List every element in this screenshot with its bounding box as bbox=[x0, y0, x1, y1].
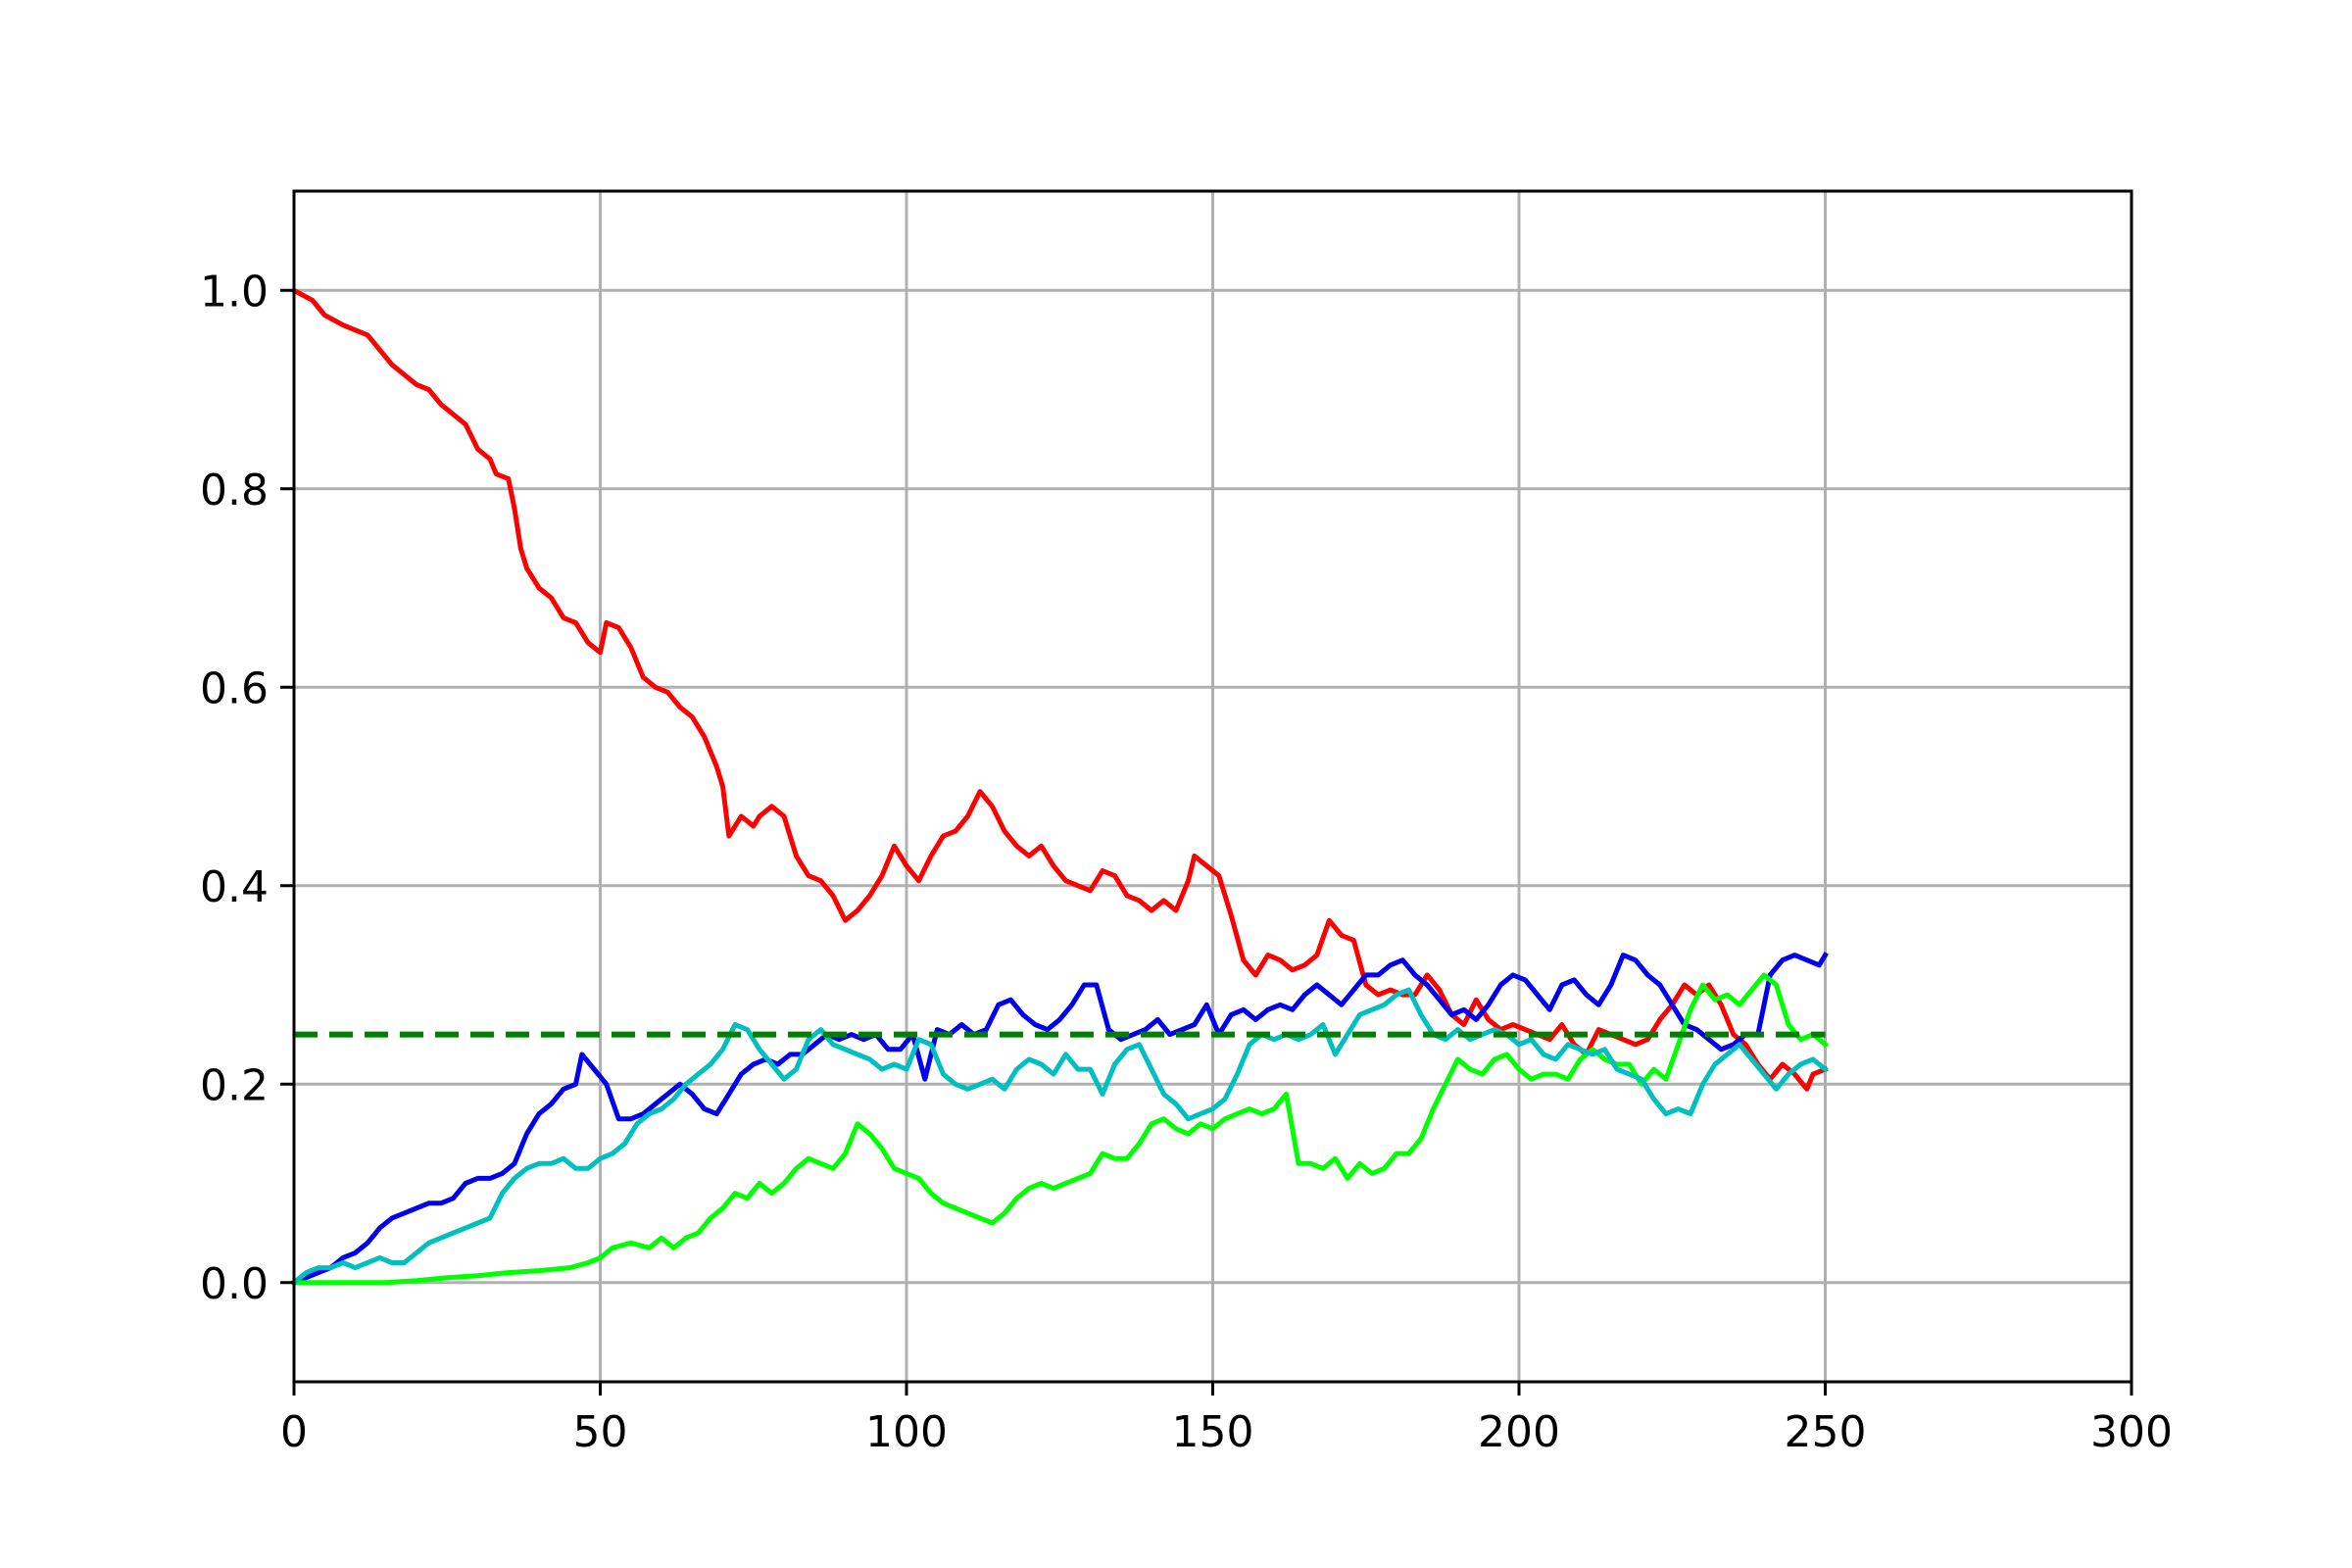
series-line-2 bbox=[291, 972, 1830, 1286]
series-group bbox=[290, 286, 1830, 1287]
x-tick-label: 300 bbox=[2090, 1407, 2173, 1457]
y-tick-label: 0.0 bbox=[200, 1259, 269, 1309]
grid bbox=[292, 191, 2133, 1382]
y-tick-label: 0.8 bbox=[200, 466, 269, 515]
y-tick-label: 0.4 bbox=[200, 862, 269, 912]
x-tick-label: 250 bbox=[1785, 1407, 1867, 1457]
y-axis: 0.0 0.2 0.4 0.6 0.8 1.0 bbox=[200, 267, 294, 1309]
y-tick-label: 1.0 bbox=[200, 267, 269, 317]
x-tick-label: 100 bbox=[865, 1407, 948, 1457]
x-tick-label: 200 bbox=[1478, 1407, 1560, 1457]
y-tick-label: 0.6 bbox=[200, 663, 269, 713]
x-axis: 0 50 100 150 200 250 300 bbox=[280, 1382, 2173, 1457]
y-tick-label: 0.2 bbox=[200, 1060, 269, 1110]
x-tick-label: 50 bbox=[573, 1407, 628, 1457]
x-tick-label: 150 bbox=[1172, 1407, 1254, 1457]
series-line-3 bbox=[290, 987, 1830, 1287]
x-tick-label: 0 bbox=[280, 1407, 308, 1457]
series-line-1 bbox=[290, 952, 1829, 1287]
